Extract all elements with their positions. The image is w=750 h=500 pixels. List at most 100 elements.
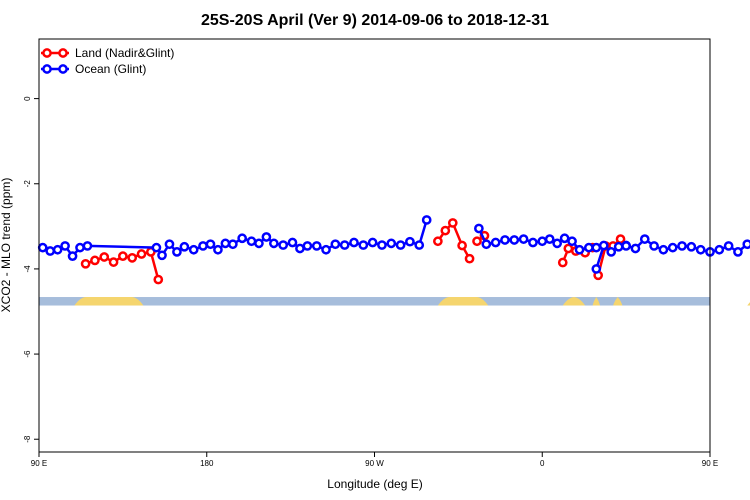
data-point bbox=[567, 236, 577, 247]
data-point bbox=[136, 249, 147, 259]
data-point bbox=[686, 241, 697, 252]
data-point bbox=[528, 237, 538, 248]
data-point bbox=[213, 244, 223, 255]
data-point bbox=[269, 238, 279, 249]
data-point bbox=[151, 242, 162, 253]
data-point bbox=[172, 247, 182, 257]
data-point bbox=[367, 237, 378, 248]
x-tick-label: 90 E bbox=[702, 459, 718, 468]
land-band bbox=[592, 297, 601, 306]
data-point bbox=[164, 239, 175, 250]
data-point bbox=[598, 240, 609, 251]
data-point bbox=[37, 242, 48, 253]
legend-marker bbox=[42, 64, 52, 74]
data-point bbox=[302, 241, 313, 251]
legend: Land (Nadir&Glint) Ocean (Glint) bbox=[41, 46, 174, 76]
data-point bbox=[537, 236, 548, 247]
series-land-nadir-glint- bbox=[80, 218, 626, 285]
data-point bbox=[667, 242, 678, 253]
data-point bbox=[457, 240, 467, 251]
data-point bbox=[714, 244, 725, 255]
data-point bbox=[723, 241, 734, 251]
data-point bbox=[695, 244, 706, 255]
data-point bbox=[544, 234, 555, 244]
data-point bbox=[574, 244, 585, 255]
data-point bbox=[583, 242, 594, 253]
legend-marker bbox=[58, 48, 68, 58]
y-tick-label: -2 bbox=[23, 180, 32, 188]
data-point bbox=[563, 243, 574, 254]
data-point bbox=[358, 240, 369, 250]
data-point bbox=[591, 264, 602, 274]
series-ocean-glint- bbox=[37, 215, 750, 274]
data-point bbox=[127, 252, 138, 263]
data-point bbox=[75, 242, 85, 253]
data-point bbox=[287, 237, 298, 248]
data-point bbox=[552, 238, 563, 249]
land-band bbox=[74, 297, 144, 306]
data-point bbox=[414, 240, 425, 250]
data-point bbox=[500, 235, 510, 245]
data-point bbox=[261, 232, 272, 242]
data-point bbox=[518, 234, 529, 244]
data-point bbox=[386, 238, 397, 249]
data-point bbox=[472, 236, 482, 247]
y-tick-label: -4 bbox=[23, 265, 32, 273]
data-point bbox=[630, 243, 641, 254]
data-point bbox=[742, 239, 750, 250]
data-point bbox=[198, 241, 208, 251]
data-point bbox=[295, 243, 305, 254]
data-point bbox=[82, 241, 93, 251]
x-tick-label: 90 W bbox=[365, 459, 384, 468]
y-tick-label: -6 bbox=[23, 350, 32, 358]
data-point bbox=[237, 233, 248, 244]
legend-marker bbox=[58, 64, 68, 74]
data-point bbox=[405, 236, 415, 247]
data-point bbox=[464, 253, 475, 264]
data-point bbox=[60, 241, 70, 251]
land-band bbox=[562, 297, 586, 306]
x-tick-label: 90 E bbox=[31, 459, 47, 468]
data-point bbox=[733, 247, 743, 257]
data-point bbox=[591, 242, 602, 253]
data-point bbox=[509, 235, 520, 245]
legend-label: Land (Nadir&Glint) bbox=[75, 46, 174, 60]
data-point bbox=[395, 240, 406, 250]
land-band bbox=[747, 302, 750, 306]
data-point bbox=[220, 238, 231, 249]
data-point bbox=[339, 240, 350, 250]
data-point bbox=[188, 244, 199, 255]
data-point bbox=[311, 241, 322, 251]
data-point bbox=[254, 238, 264, 249]
data-point bbox=[621, 241, 631, 251]
data-point bbox=[613, 241, 624, 252]
data-point bbox=[677, 241, 687, 251]
data-point bbox=[45, 246, 56, 256]
data-point bbox=[67, 251, 78, 261]
data-point bbox=[639, 234, 650, 244]
y-tick-label: 0 bbox=[23, 96, 32, 101]
data-point bbox=[349, 237, 359, 248]
data-point bbox=[490, 237, 501, 248]
data-point bbox=[118, 251, 128, 261]
land-sea-strip bbox=[39, 297, 750, 306]
legend-marker bbox=[42, 48, 52, 58]
ocean-band bbox=[39, 297, 710, 306]
data-point bbox=[606, 247, 617, 257]
data-point bbox=[481, 239, 492, 250]
y-tick-label: -8 bbox=[23, 435, 32, 443]
land-band bbox=[437, 297, 489, 306]
data-point bbox=[658, 244, 669, 255]
data-point bbox=[649, 241, 659, 251]
series-layer bbox=[37, 215, 750, 285]
data-point bbox=[227, 239, 238, 250]
data-point bbox=[377, 240, 387, 250]
data-point bbox=[557, 257, 568, 268]
x-axis-label: Longitude (deg E) bbox=[327, 477, 422, 491]
data-point bbox=[421, 215, 432, 225]
series-line bbox=[42, 219, 428, 259]
data-point bbox=[278, 240, 289, 250]
data-point bbox=[559, 233, 570, 244]
data-point bbox=[474, 223, 484, 234]
